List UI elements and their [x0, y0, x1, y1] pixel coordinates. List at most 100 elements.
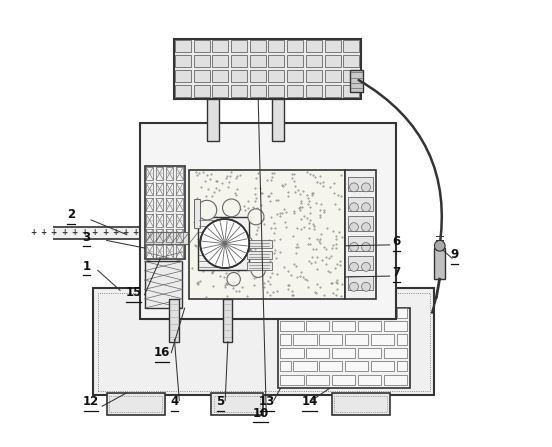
Bar	[250, 70, 266, 82]
Bar	[306, 321, 330, 331]
Bar	[213, 70, 229, 82]
Bar	[156, 198, 163, 211]
Bar	[176, 182, 183, 195]
Circle shape	[349, 203, 358, 212]
Text: 4: 4	[170, 396, 178, 409]
Circle shape	[200, 234, 214, 249]
Text: +: +	[122, 228, 129, 237]
Bar	[280, 334, 291, 345]
Bar	[98, 293, 430, 391]
Bar	[146, 245, 153, 258]
Bar	[211, 393, 263, 415]
Bar	[358, 375, 381, 385]
Bar	[231, 70, 247, 82]
Text: +: +	[81, 228, 88, 237]
Bar	[306, 70, 322, 82]
Bar	[146, 229, 153, 242]
Bar	[207, 99, 219, 141]
Bar	[268, 70, 284, 82]
Bar	[332, 348, 355, 358]
Bar	[348, 197, 373, 211]
Bar	[293, 308, 316, 318]
Text: 9: 9	[450, 249, 458, 261]
Bar	[345, 170, 376, 299]
Bar	[176, 245, 183, 258]
Bar	[169, 299, 179, 342]
Circle shape	[362, 203, 370, 212]
Circle shape	[362, 283, 370, 291]
Bar	[371, 334, 394, 345]
Circle shape	[227, 273, 240, 286]
Bar	[140, 123, 396, 319]
Text: 6: 6	[392, 235, 400, 248]
Bar	[268, 85, 284, 97]
Circle shape	[200, 219, 250, 268]
Circle shape	[362, 183, 370, 192]
Bar	[156, 182, 163, 195]
Bar	[176, 198, 183, 211]
Text: +: +	[92, 228, 98, 237]
Circle shape	[362, 243, 370, 252]
Bar	[107, 393, 164, 415]
Circle shape	[237, 236, 253, 252]
Circle shape	[349, 283, 358, 291]
Text: 3: 3	[83, 231, 91, 244]
Bar	[189, 170, 345, 299]
Bar	[306, 40, 322, 52]
Bar	[176, 214, 183, 227]
Bar	[198, 217, 250, 270]
Bar	[343, 55, 359, 67]
Bar	[384, 348, 407, 358]
Text: +: +	[102, 228, 108, 237]
Bar	[397, 361, 407, 371]
Bar	[345, 308, 368, 318]
Bar	[397, 334, 407, 345]
Bar	[194, 55, 210, 67]
Bar	[348, 216, 373, 231]
Bar	[213, 85, 229, 97]
Bar	[156, 167, 163, 180]
Bar	[173, 38, 360, 99]
Bar	[166, 229, 173, 242]
Text: +: +	[132, 228, 139, 237]
Bar	[213, 55, 229, 67]
Bar	[335, 396, 387, 413]
Bar	[280, 308, 291, 318]
Circle shape	[197, 200, 217, 220]
Bar	[166, 198, 173, 211]
Circle shape	[349, 223, 358, 232]
Bar	[166, 214, 173, 227]
Bar	[175, 40, 191, 52]
Circle shape	[349, 183, 358, 192]
Bar	[345, 361, 368, 371]
Bar	[146, 167, 153, 180]
Circle shape	[362, 262, 370, 271]
Text: 14: 14	[301, 396, 317, 409]
Bar	[214, 396, 260, 413]
Text: 16: 16	[154, 346, 171, 359]
Bar	[268, 55, 284, 67]
Bar	[145, 261, 182, 308]
Bar	[306, 55, 322, 67]
Bar	[280, 375, 304, 385]
Bar	[213, 40, 229, 52]
Bar	[194, 40, 210, 52]
Bar	[175, 55, 191, 67]
Bar	[156, 214, 163, 227]
Bar	[287, 85, 303, 97]
Bar	[348, 276, 373, 291]
Circle shape	[251, 263, 266, 278]
Bar	[306, 348, 330, 358]
Bar	[194, 70, 210, 82]
Bar	[325, 40, 341, 52]
Bar	[306, 375, 330, 385]
Bar	[145, 165, 185, 259]
Bar	[247, 262, 272, 270]
Bar	[166, 245, 173, 258]
Bar	[278, 308, 410, 388]
Bar	[280, 361, 291, 371]
Text: +: +	[51, 228, 57, 237]
Bar	[332, 321, 355, 331]
Text: +: +	[71, 228, 77, 237]
Bar	[343, 85, 359, 97]
